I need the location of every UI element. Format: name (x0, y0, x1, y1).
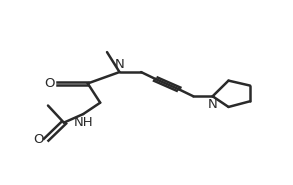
Text: O: O (44, 77, 54, 90)
Text: N: N (115, 58, 125, 71)
Text: NH: NH (73, 116, 93, 129)
Text: N: N (208, 98, 217, 111)
Text: O: O (33, 133, 44, 146)
